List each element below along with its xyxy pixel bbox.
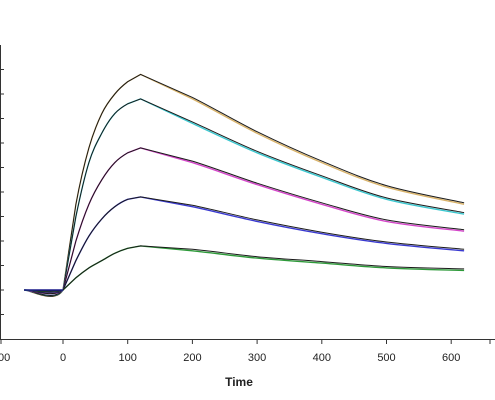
series-3-data-line [24,196,465,293]
series-4-fit-line [24,245,465,292]
x-tick-label-1: 100 [119,352,137,364]
series-1-fit-line [24,98,465,296]
x-tick-label-6: 600 [442,352,460,364]
x-axis-title: Time [225,375,253,389]
x-tick-label-4: 400 [313,352,331,364]
series-2-fit-line [24,147,465,295]
series-layer [24,73,465,297]
series-0-fit-line [24,73,465,297]
series-3-fit-line [24,196,465,293]
x-tick-label-5: 500 [377,352,395,364]
x-tick-label-2: 200 [183,352,201,364]
x-axis: 0 100 200 300 400 500 600 [0,339,495,364]
series-2-data-line [24,147,465,295]
series-4-data-line [24,245,465,292]
x-tick-label-3: 300 [248,352,266,364]
x-tick-label-partial: 00 [0,352,10,364]
x-tick-label-0: 0 [60,352,66,364]
series-1-data-line [24,98,465,297]
y-axis [0,45,4,339]
series-0-data-line [24,73,465,297]
